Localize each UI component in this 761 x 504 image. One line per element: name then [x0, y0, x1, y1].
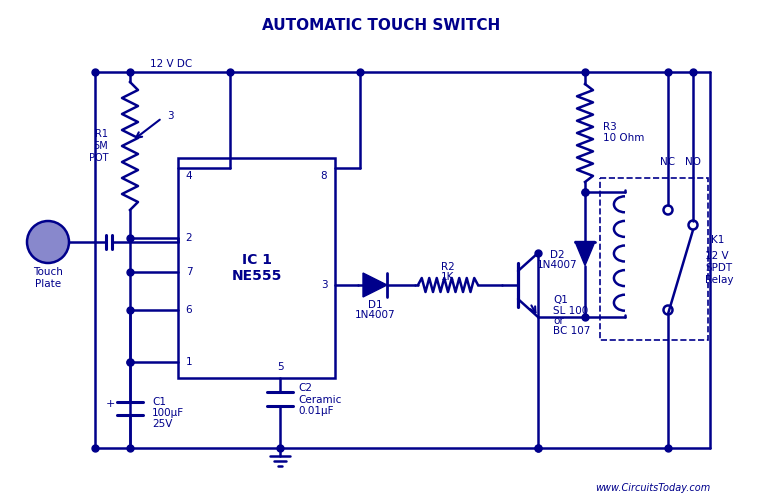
Text: Ceramic: Ceramic [298, 395, 342, 405]
Text: 8: 8 [320, 171, 327, 181]
Text: 1: 1 [186, 357, 193, 367]
Text: 10 Ohm: 10 Ohm [603, 133, 645, 143]
Text: R3: R3 [603, 122, 616, 132]
Text: R1
5M
POT: R1 5M POT [88, 130, 108, 163]
Text: D1: D1 [368, 300, 382, 310]
Text: Q1: Q1 [553, 295, 568, 305]
Text: 25V: 25V [152, 419, 173, 429]
Text: K1: K1 [711, 235, 724, 245]
Text: 1N4007: 1N4007 [537, 261, 578, 271]
Polygon shape [575, 241, 595, 266]
Text: Touch
Plate: Touch Plate [33, 267, 63, 289]
Text: or: or [553, 316, 564, 326]
Text: 12 V
SPDT
Relay: 12 V SPDT Relay [705, 251, 734, 285]
Text: 1N4007: 1N4007 [355, 310, 395, 320]
Text: 12 V DC: 12 V DC [150, 59, 193, 69]
Text: C2: C2 [298, 383, 312, 393]
Text: +: + [105, 399, 115, 409]
Text: www.CircuitsToday.com: www.CircuitsToday.com [595, 483, 710, 493]
Text: 1K: 1K [441, 272, 454, 282]
Text: 100μF: 100μF [152, 408, 184, 418]
Bar [178, 158, 335, 378]
Circle shape [27, 221, 69, 263]
Text: D2: D2 [549, 250, 565, 261]
Text: BC 107: BC 107 [553, 326, 591, 336]
Text: 7: 7 [186, 267, 193, 277]
Text: 4: 4 [186, 171, 193, 181]
Text: 0.01μF: 0.01μF [298, 406, 333, 416]
Text: 5: 5 [277, 362, 283, 372]
Text: NC: NC [661, 157, 676, 167]
Text: 2: 2 [186, 233, 193, 243]
Text: C1: C1 [152, 397, 166, 407]
Text: NO: NO [685, 157, 701, 167]
Text: 3: 3 [167, 111, 174, 121]
Text: 3: 3 [320, 280, 327, 290]
Text: AUTOMATIC TOUCH SWITCH: AUTOMATIC TOUCH SWITCH [262, 18, 500, 32]
Text: IC 1
NE555: IC 1 NE555 [231, 253, 282, 283]
Polygon shape [363, 273, 387, 297]
Bar [600, 178, 708, 340]
Text: 6: 6 [186, 305, 193, 315]
Text: R2: R2 [441, 262, 455, 272]
Text: SL 100: SL 100 [553, 306, 588, 316]
